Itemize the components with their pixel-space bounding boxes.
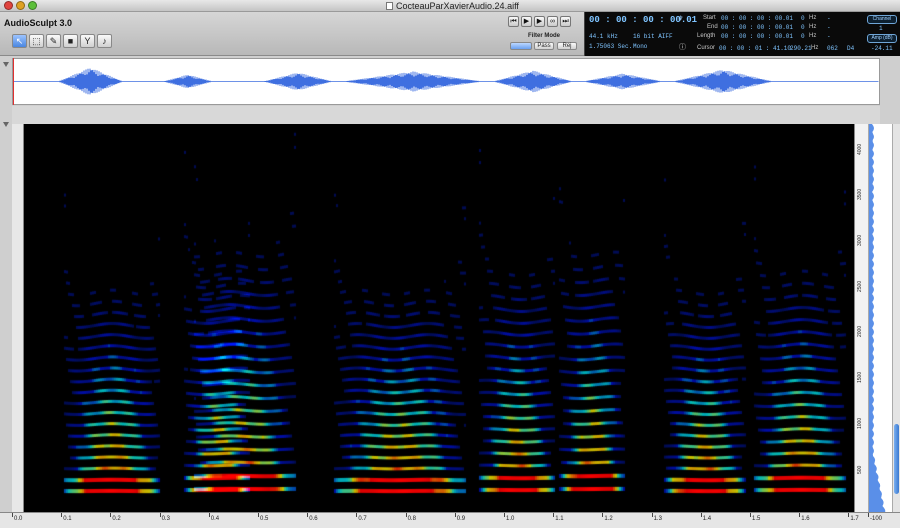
title-bar: CocteauParXavierAudio.24.aiff: [0, 0, 900, 12]
frequency-tick: 1500: [857, 371, 863, 384]
scrub-tool-icon[interactable]: ♪: [97, 34, 112, 48]
lcd-length-label: Length: [697, 33, 716, 39]
loop-icon[interactable]: ∞: [547, 16, 558, 27]
filter-reject-button[interactable]: Rej: [557, 42, 577, 50]
time-tick: 1.4: [700, 513, 712, 522]
time-tick: 0.5: [257, 513, 269, 522]
lcd-end: 00 : 00 : 00 : 00.01: [721, 24, 794, 31]
left-gutter: [0, 56, 12, 528]
lcd-channel-number: 1: [879, 25, 883, 32]
filter-tool-icon[interactable]: Y: [80, 34, 95, 48]
time-tick: 1.6: [799, 513, 810, 522]
lcd-time: 00 : 00 : 00 : 00.01: [589, 15, 698, 25]
vertical-scroll-thumb[interactable]: [894, 424, 899, 494]
forward-end-icon[interactable]: ⏭: [560, 16, 571, 27]
waveform: [12, 68, 879, 95]
lcd-start: 00 : 00 : 00 : 00.01: [721, 15, 794, 22]
lcd-end-label: End: [707, 24, 718, 30]
sonogram-view[interactable]: [24, 124, 854, 512]
filter-mode-label: Filter Mode: [528, 33, 561, 39]
app-name: AudioSculpt 3.0: [4, 18, 73, 28]
time-ruler[interactable]: 0.0 0.1 0.2 0.3 0.4 0.5 0.6 0.7 0.8 0.9 1.0 1.1 1.2 1…: [0, 512, 900, 528]
lcd-channels: Mono: [633, 43, 648, 50]
frequency-tick: 4000: [857, 143, 863, 155]
frequency-tick: 2500: [857, 280, 863, 292]
time-tick: 1.0: [503, 513, 515, 522]
spectrogram-margin: [12, 124, 24, 512]
time-tick: 0.2: [110, 513, 121, 522]
rewind-icon[interactable]: ⏮: [508, 16, 519, 27]
lcd-display: 00 : 00 : 00 : 00.01 ♆ 44.1 kHz 16 bit A…: [584, 12, 900, 56]
lcd-amp: -24.11: [871, 45, 893, 52]
time-tick: 0.4: [208, 513, 220, 522]
tuning-fork-icon: ♆: [678, 15, 683, 24]
time-tick: 0.7: [356, 513, 367, 522]
selection-tool-icon[interactable]: ⬚: [29, 34, 44, 48]
pointer-tool-icon[interactable]: ↖: [12, 34, 27, 48]
lcd-hz-unit-4: Hz: [811, 45, 819, 51]
lcd-start-hz: 0: [801, 15, 805, 22]
lcd-hz-unit-2: Hz: [809, 24, 817, 30]
lcd-duration: 1.75063 Sec.: [589, 43, 633, 50]
frequency-tick: 3500: [857, 189, 863, 201]
lcd-note: D4: [847, 45, 855, 52]
filter-off-button[interactable]: [510, 42, 532, 50]
vertical-scrollbar[interactable]: [892, 124, 900, 512]
document-icon: [386, 2, 393, 10]
time-tick: 0.9: [454, 513, 466, 522]
frequency-tick: 2000: [857, 326, 863, 338]
time-tick: 0.6: [307, 513, 318, 522]
time-tick: 1.2: [602, 513, 613, 522]
time-tick: 0.8: [405, 513, 416, 522]
play-icon[interactable]: ▶: [521, 16, 532, 27]
lcd-hz-unit-1: Hz: [809, 15, 817, 21]
amp-db-button[interactable]: Amp (dB): [867, 34, 897, 43]
lcd-cursor-hz: 290.21: [790, 45, 812, 52]
lcd-end-hz: 0: [801, 24, 805, 31]
amp-scale-end: -100: [867, 513, 883, 522]
channel-button[interactable]: Channel: [867, 15, 897, 24]
sonogram-image: [24, 124, 854, 512]
lcd-length-hz: 0: [801, 33, 805, 40]
pencil-tool-icon[interactable]: ✎: [46, 34, 61, 48]
amplitude-profile: [869, 124, 886, 512]
collapse-spectrogram-icon[interactable]: [3, 122, 9, 127]
lcd-sample-rate: 44.1 kHz: [589, 33, 618, 40]
play-selection-icon[interactable]: ▶: [534, 16, 545, 27]
time-tick: 0.0: [11, 513, 23, 522]
frequency-scale: 500 1000 1500 2000 2500 3000 3500 4000: [854, 124, 868, 512]
zoom-button[interactable]: [28, 1, 37, 10]
close-button[interactable]: [4, 1, 13, 10]
minimize-button[interactable]: [16, 1, 25, 10]
color-tool-icon[interactable]: ■: [63, 34, 78, 48]
lcd-cursor: 00 : 00 : 01 : 41.10: [719, 45, 792, 52]
lcd-hz-unit-3: Hz: [809, 33, 817, 39]
window-title: CocteauParXavierAudio.24.aiff: [396, 1, 519, 11]
lcd-midi: 062: [827, 45, 838, 52]
frequency-tick: 1000: [857, 417, 863, 429]
waveform-overview[interactable]: [12, 58, 880, 105]
time-tick: 0.1: [61, 513, 72, 522]
time-tick: 1.7: [848, 513, 859, 522]
time-tick: 0.3: [159, 513, 170, 522]
lcd-start-label: Start: [703, 15, 716, 21]
time-tick: 1.3: [651, 513, 662, 522]
lcd-cursor-label: Cursor: [697, 45, 716, 51]
playhead-line: [13, 58, 14, 105]
lcd-bit-depth: 16 bit AIFF: [633, 33, 673, 40]
frequency-tick: 3000: [857, 234, 863, 247]
collapse-overview-icon[interactable]: [3, 62, 9, 67]
time-tick: 1.1: [553, 513, 564, 522]
amplitude-panel: [868, 124, 892, 512]
frequency-tick: 500: [857, 466, 863, 475]
info-icon: ⓘ: [679, 44, 686, 52]
divider: [12, 106, 880, 124]
lcd-length: 00 : 00 : 00 : 00.01: [721, 33, 794, 40]
time-tick: 1.5: [749, 513, 761, 522]
filter-pass-button[interactable]: Pass: [534, 42, 554, 50]
